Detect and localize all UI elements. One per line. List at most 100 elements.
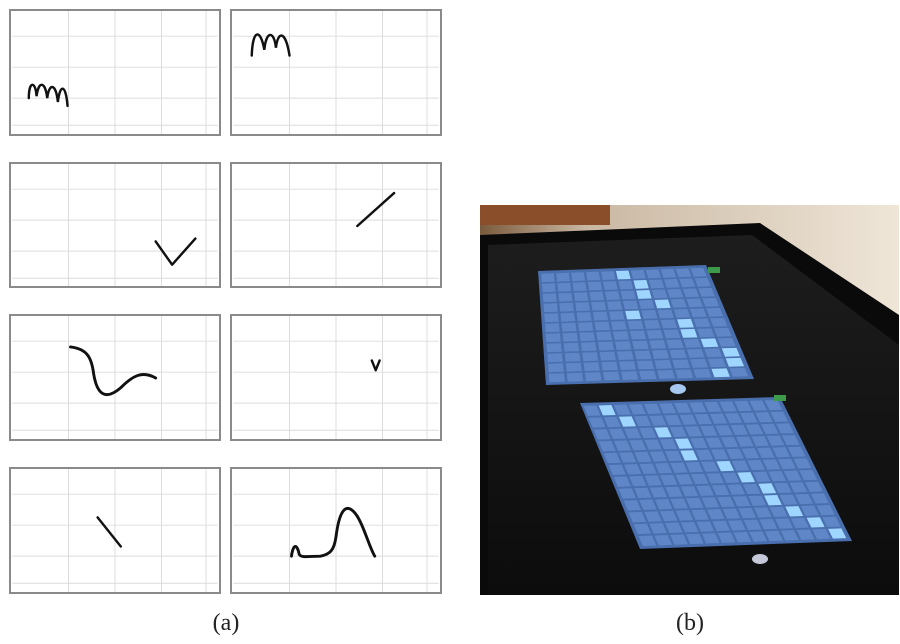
m-squiggle-stroke bbox=[27, 83, 69, 108]
center-indicator bbox=[670, 384, 686, 394]
grid-cell bbox=[727, 484, 746, 495]
grid-cell bbox=[719, 401, 737, 412]
gesture-grid bbox=[12, 11, 218, 134]
grid-cell bbox=[573, 292, 589, 302]
grid-cell bbox=[764, 495, 782, 506]
grid-cell bbox=[778, 458, 796, 470]
grid-cell bbox=[649, 451, 667, 462]
grid-cell bbox=[758, 483, 777, 494]
grid-cell bbox=[579, 332, 595, 342]
grid-cell bbox=[643, 403, 662, 414]
grid-cell bbox=[618, 452, 637, 463]
grid-cell bbox=[611, 321, 627, 330]
grid-cell bbox=[629, 439, 647, 451]
grid-cell bbox=[693, 368, 712, 378]
grid-cell bbox=[544, 313, 559, 323]
top-grid-screen bbox=[538, 265, 754, 385]
bottom-indicator bbox=[752, 554, 768, 564]
grid-cell bbox=[669, 426, 687, 438]
grid-cell bbox=[651, 289, 668, 299]
grid-cell bbox=[738, 507, 757, 519]
grid-cell bbox=[598, 440, 616, 452]
grid-cell bbox=[789, 482, 808, 493]
bump-curve-stroke bbox=[289, 507, 377, 559]
grid-cell bbox=[760, 423, 779, 435]
grid-cell bbox=[607, 301, 623, 310]
grid-cell bbox=[639, 463, 657, 474]
grid-cell bbox=[770, 411, 788, 422]
grid-cell bbox=[659, 510, 678, 522]
grid-cell bbox=[629, 330, 647, 340]
grid-cell bbox=[654, 534, 673, 546]
grid-cell bbox=[665, 486, 683, 497]
grid-cell bbox=[665, 522, 683, 533]
grid-cell bbox=[680, 486, 699, 497]
grid-cell bbox=[601, 361, 618, 371]
grid-cell bbox=[675, 510, 694, 521]
grid-cell bbox=[597, 341, 614, 351]
grid-cell bbox=[657, 309, 674, 319]
grid-cell bbox=[759, 519, 778, 530]
grid-cell bbox=[592, 311, 609, 321]
grid-cell bbox=[622, 300, 639, 310]
gesture-grid bbox=[12, 164, 218, 286]
grid-cell bbox=[696, 521, 715, 532]
gesture-grid bbox=[233, 316, 439, 439]
caption-b: (b) bbox=[676, 610, 704, 636]
tabletop-scene bbox=[480, 205, 899, 595]
grid-cell bbox=[680, 450, 698, 461]
gesture-panel-2 bbox=[230, 9, 442, 136]
grid-cell bbox=[624, 428, 642, 439]
grid-cell bbox=[575, 302, 590, 312]
grid-cell bbox=[632, 340, 649, 350]
grid-cell bbox=[663, 329, 681, 339]
grid-cell bbox=[740, 412, 758, 423]
grid-cell bbox=[669, 349, 687, 359]
grid-cell bbox=[757, 447, 775, 458]
grid-cell bbox=[548, 373, 565, 383]
grid-cell bbox=[752, 471, 771, 482]
grid-cell bbox=[644, 320, 661, 329]
grid-cell bbox=[630, 270, 646, 279]
grid-cell bbox=[608, 464, 626, 476]
grid-cell bbox=[680, 328, 698, 338]
gesture-grid bbox=[233, 11, 439, 134]
gesture-grid bbox=[12, 469, 218, 592]
grid-cell bbox=[724, 413, 743, 424]
grid-cell bbox=[700, 338, 719, 348]
grid-cell bbox=[634, 415, 652, 427]
grid-cell bbox=[828, 528, 847, 539]
grid-cell bbox=[674, 438, 693, 449]
m-squiggle-stroke bbox=[250, 33, 291, 57]
grid-cell bbox=[613, 476, 631, 487]
grid-cell bbox=[717, 337, 736, 347]
diagonal-stroke bbox=[356, 191, 396, 228]
grid-cell bbox=[583, 405, 601, 416]
grid-cell bbox=[677, 318, 694, 328]
grid-cell bbox=[628, 404, 646, 415]
grid-cell bbox=[596, 331, 612, 341]
tabletop-photo bbox=[480, 205, 899, 595]
grid-cell bbox=[654, 498, 673, 510]
check-mark-stroke bbox=[154, 237, 197, 266]
grid-cell bbox=[712, 520, 730, 532]
grid-cell bbox=[701, 497, 720, 508]
grid-cell bbox=[548, 363, 564, 373]
grid-cell bbox=[542, 283, 556, 293]
grid-cell bbox=[691, 509, 709, 520]
grid-cell bbox=[730, 424, 749, 436]
grid-cell bbox=[654, 463, 673, 474]
grid-cell bbox=[812, 528, 831, 540]
grid-cell bbox=[670, 498, 688, 509]
grid-cell bbox=[556, 272, 570, 282]
grid-cell bbox=[749, 531, 768, 542]
grid-cell bbox=[644, 511, 662, 522]
grid-cell bbox=[734, 400, 752, 412]
grid-cell bbox=[689, 402, 707, 413]
grid-cell bbox=[751, 435, 769, 447]
grid-cell bbox=[701, 533, 720, 544]
grid-cell bbox=[702, 297, 720, 307]
grid-cell bbox=[609, 311, 625, 320]
grid-cell bbox=[737, 472, 756, 483]
grid-cell bbox=[542, 293, 557, 303]
